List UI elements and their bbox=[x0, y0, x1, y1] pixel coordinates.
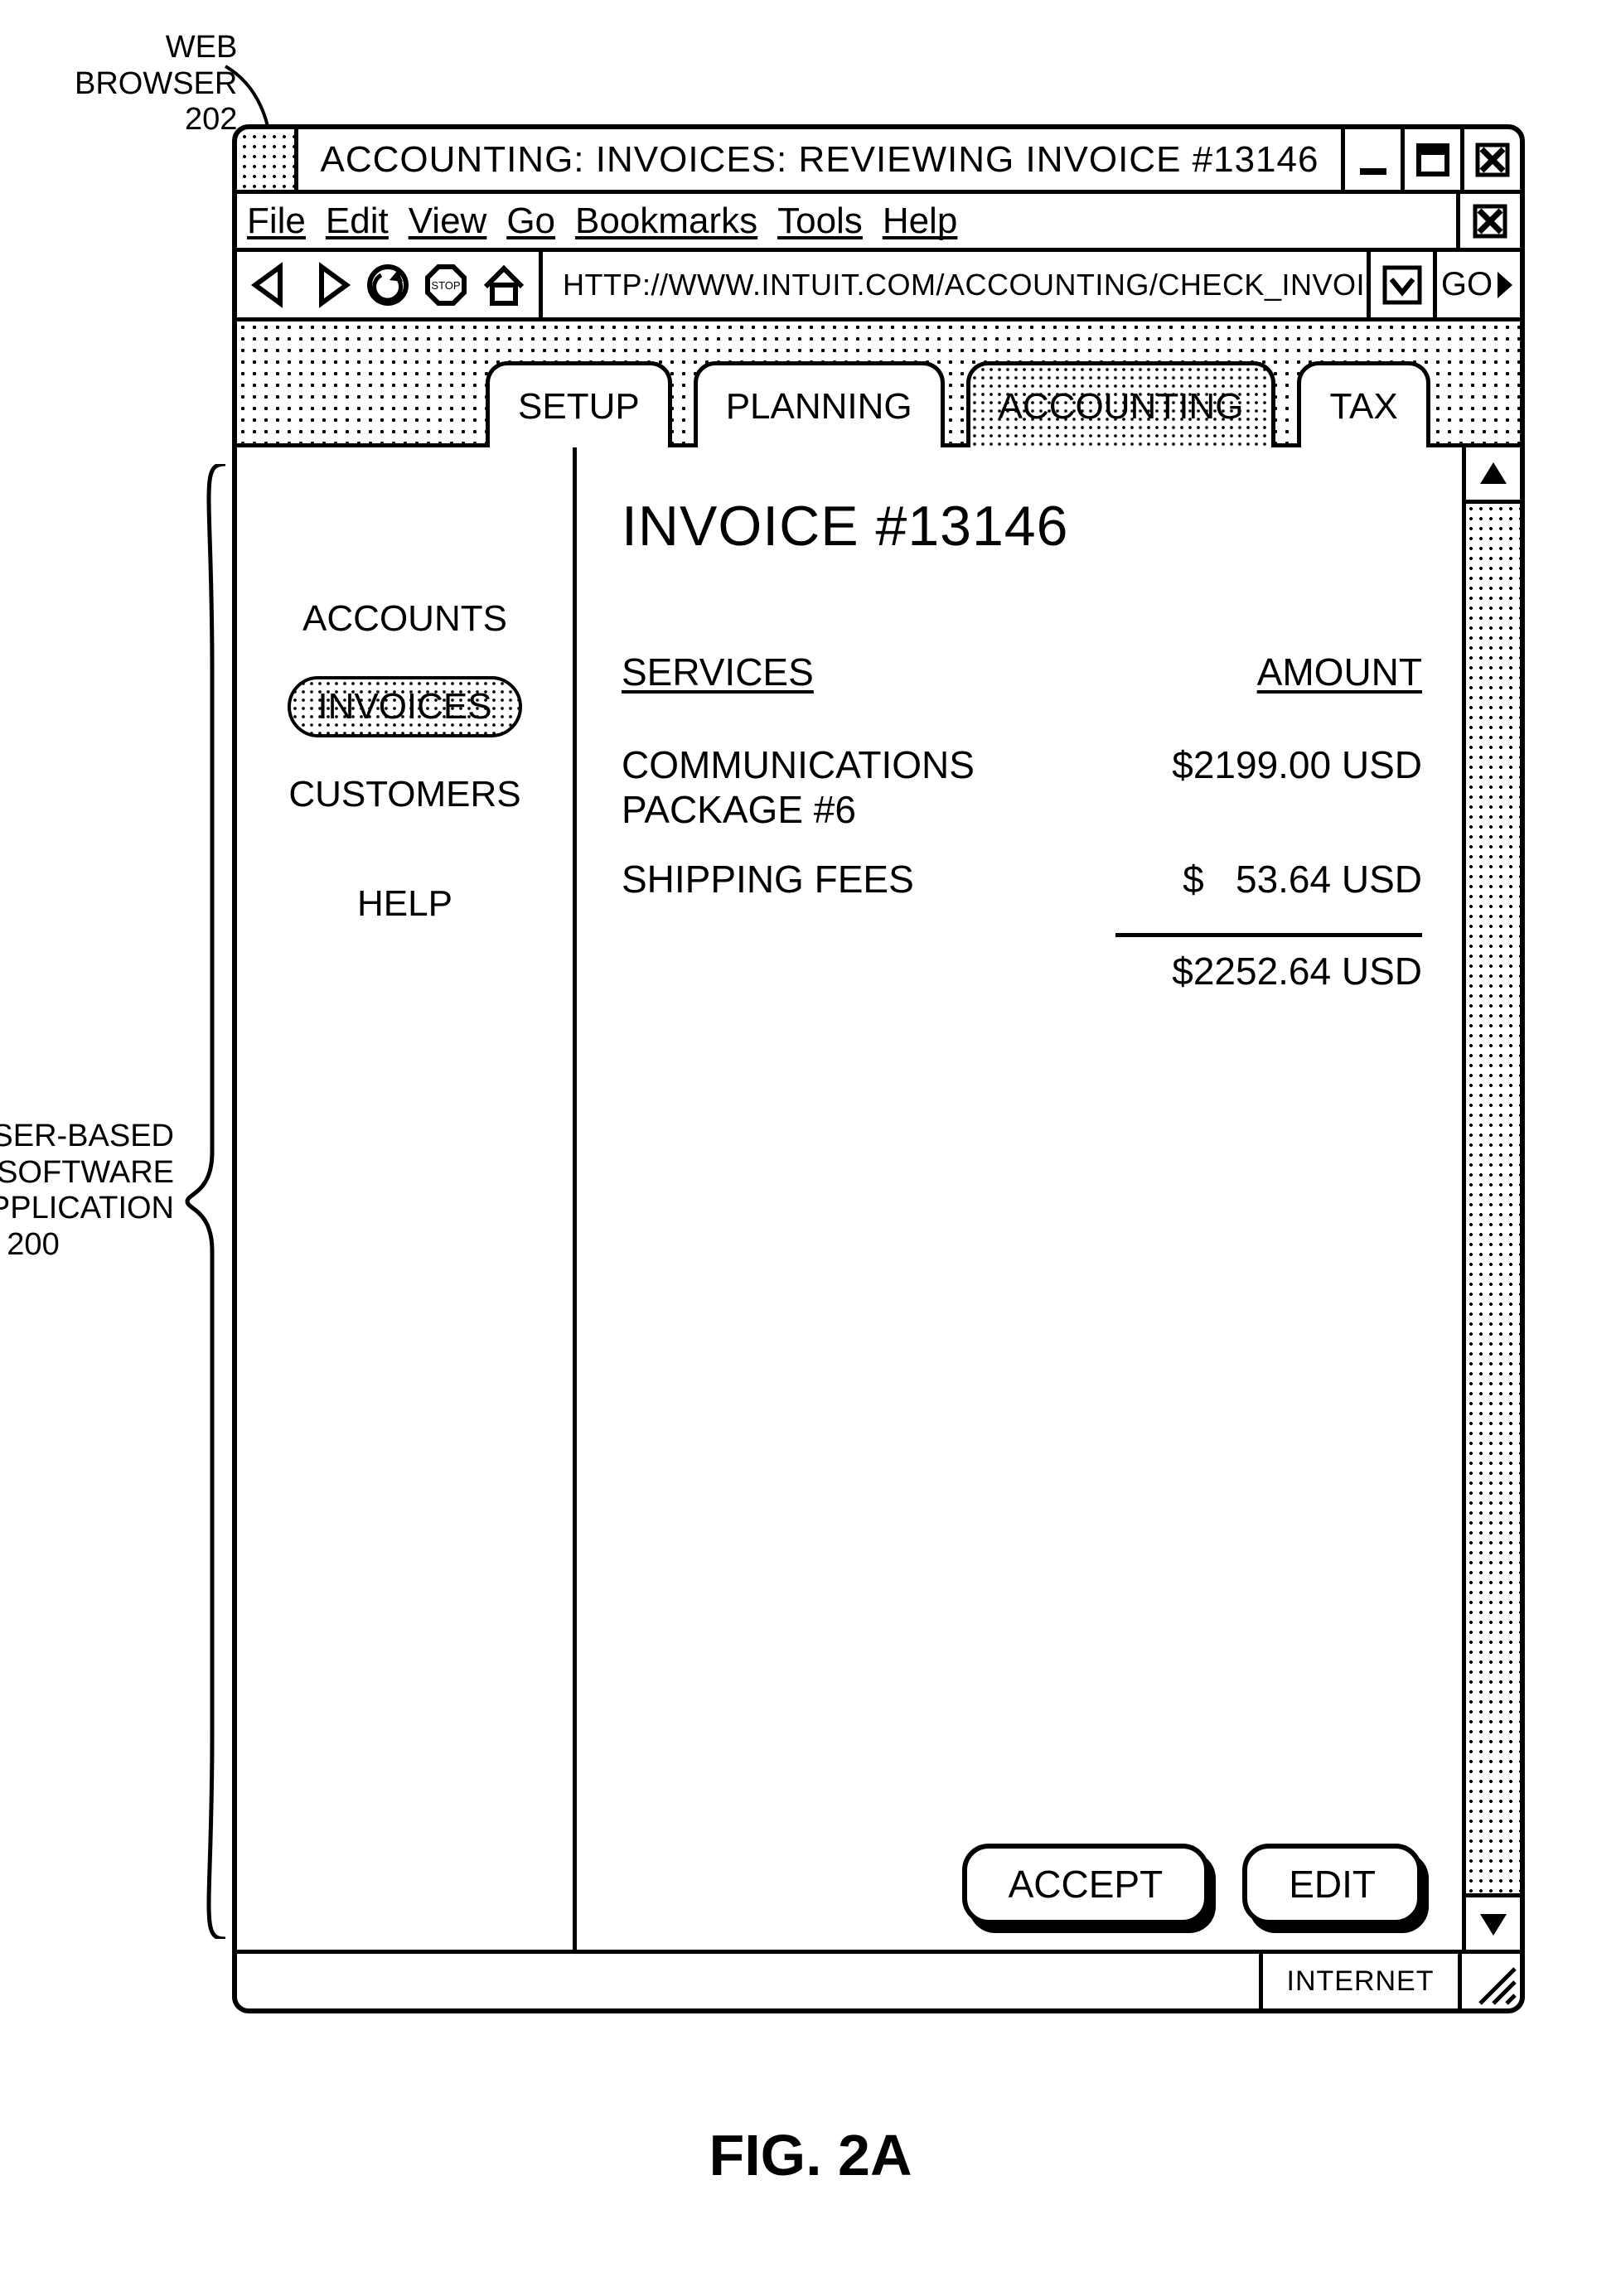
reload-icon[interactable] bbox=[365, 262, 411, 308]
forward-icon[interactable] bbox=[307, 262, 353, 308]
scroll-track[interactable] bbox=[1466, 504, 1520, 1893]
callout-web-browser-num: 202 bbox=[75, 102, 237, 138]
menu-go[interactable]: Go bbox=[506, 201, 555, 242]
status-message bbox=[237, 1954, 1263, 2008]
menu-edit[interactable]: Edit bbox=[326, 201, 389, 242]
callout-web-browser-l1: WEB bbox=[75, 30, 237, 66]
tab-accounting[interactable]: ACCOUNTING bbox=[966, 361, 1276, 447]
address-dropdown[interactable] bbox=[1371, 252, 1437, 317]
sidebar-item-accounts[interactable]: ACCOUNTS bbox=[302, 598, 507, 640]
invoice-total: $2252.64 USD bbox=[1140, 949, 1422, 993]
line2-amount: $ 53.64 USD bbox=[1140, 857, 1422, 901]
tab-band: SETUP PLANNING ACCOUNTING TAX bbox=[237, 321, 1520, 447]
menu-bookmarks[interactable]: Bookmarks bbox=[575, 201, 757, 242]
content-pane: INVOICE #13146 SERVICES AMOUNT COMMUNICA… bbox=[577, 447, 1462, 1950]
callout-app-num: 200 bbox=[0, 1227, 174, 1264]
menu-view[interactable]: View bbox=[409, 201, 487, 242]
go-button[interactable]: GO bbox=[1437, 252, 1520, 317]
window-title: ACCOUNTING: INVOICES: REVIEWING INVOICE … bbox=[298, 139, 1341, 181]
close-button[interactable] bbox=[1460, 129, 1520, 190]
sidebar-item-invoices[interactable]: INVOICES bbox=[288, 676, 521, 737]
titlebar: ACCOUNTING: INVOICES: REVIEWING INVOICE … bbox=[237, 129, 1520, 194]
vertical-scrollbar[interactable] bbox=[1462, 447, 1520, 1950]
menubar-row: File Edit View Go Bookmarks Tools Help bbox=[237, 194, 1520, 252]
menu-help[interactable]: Help bbox=[883, 201, 958, 242]
callout-app-l3: APPLICATION bbox=[0, 1191, 174, 1227]
line1-desc: COMMUNICATIONS PACKAGE #6 bbox=[622, 742, 1140, 832]
stop-icon[interactable]: STOP bbox=[423, 262, 469, 308]
line2-desc: SHIPPING FEES bbox=[622, 857, 914, 901]
callout-app-l1: BROWSER-BASED bbox=[0, 1119, 174, 1155]
line1-amount: $2199.00 USD bbox=[1140, 742, 1422, 832]
accept-button[interactable]: ACCEPT bbox=[962, 1844, 1210, 1925]
callout-web-browser-l2: BROWSER bbox=[75, 66, 237, 103]
home-icon[interactable] bbox=[481, 262, 527, 308]
svg-text:STOP: STOP bbox=[431, 279, 460, 292]
total-rule bbox=[1115, 933, 1422, 937]
invoice-line-2: SHIPPING FEES $ 53.64 USD bbox=[622, 857, 1422, 901]
callout-app-l2: SOFTWARE bbox=[0, 1155, 174, 1192]
col-header-services: SERVICES bbox=[622, 650, 814, 694]
edit-button[interactable]: EDIT bbox=[1242, 1844, 1422, 1925]
menu-file[interactable]: File bbox=[247, 201, 306, 242]
document-close-button[interactable] bbox=[1460, 194, 1520, 248]
invoice-heading: INVOICE #13146 bbox=[622, 494, 1422, 558]
status-bar: INTERNET bbox=[237, 1954, 1520, 2008]
sidebar: ACCOUNTS INVOICES CUSTOMERS HELP bbox=[237, 447, 577, 1950]
address-bar[interactable]: HTTP://WWW.INTUIT.COM/ACCOUNTING/CHECK_I… bbox=[543, 252, 1371, 317]
figure-caption: FIG. 2A bbox=[0, 2122, 1621, 2188]
app-brace bbox=[184, 464, 230, 1939]
app-icon bbox=[237, 129, 298, 190]
minimize-button[interactable] bbox=[1341, 129, 1401, 190]
scroll-down-button[interactable] bbox=[1466, 1893, 1520, 1950]
status-zone: INTERNET bbox=[1263, 1954, 1462, 2008]
sidebar-item-customers[interactable]: CUSTOMERS bbox=[288, 774, 520, 815]
menubar: File Edit View Go Bookmarks Tools Help bbox=[237, 194, 1460, 248]
resize-grip[interactable] bbox=[1462, 1954, 1520, 2008]
menu-tools[interactable]: Tools bbox=[777, 201, 863, 242]
toolbar-row: STOP HTTP://WWW.INTUIT.COM/ACCOUNTING/CH… bbox=[237, 252, 1520, 321]
browser-window: ACCOUNTING: INVOICES: REVIEWING INVOICE … bbox=[232, 124, 1525, 2013]
sidebar-item-help[interactable]: HELP bbox=[357, 883, 452, 925]
tab-tax[interactable]: TAX bbox=[1297, 361, 1430, 447]
tab-setup[interactable]: SETUP bbox=[486, 361, 672, 447]
invoice-line-1: COMMUNICATIONS PACKAGE #6 $2199.00 USD bbox=[622, 742, 1422, 832]
col-header-amount: AMOUNT bbox=[1140, 650, 1422, 694]
back-icon[interactable] bbox=[249, 262, 295, 308]
tab-planning[interactable]: PLANNING bbox=[694, 361, 945, 447]
maximize-button[interactable] bbox=[1401, 129, 1460, 190]
scroll-up-button[interactable] bbox=[1466, 447, 1520, 504]
